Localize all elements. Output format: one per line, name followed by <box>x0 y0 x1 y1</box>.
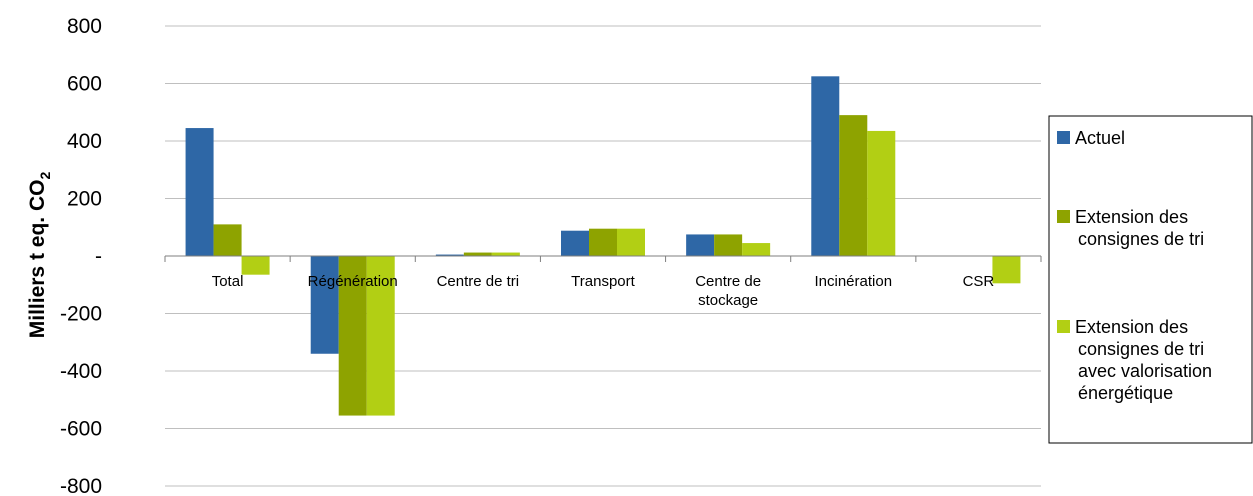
bar-3-4 <box>617 228 645 256</box>
x-tick-label: CSR <box>963 273 995 290</box>
bar-2-6 <box>839 115 868 256</box>
x-tick-label: Transport <box>571 273 635 290</box>
y-axis-label-subscript: 2 <box>37 172 53 180</box>
bar-3-3 <box>491 252 520 256</box>
legend-label-line: consignes de tri <box>1078 339 1204 359</box>
y-tick-label: -600 <box>60 418 102 441</box>
legend-swatch <box>1057 320 1070 333</box>
legend-label-line: avec valorisation <box>1078 361 1212 381</box>
x-tick-label: Incinération <box>815 273 893 290</box>
bar-2-2 <box>338 256 367 416</box>
x-tick-label-line: Incinération <box>815 273 893 290</box>
x-tick-label: Centre de stockage <box>695 273 761 309</box>
bar-1-4 <box>561 230 589 256</box>
legend-label: Extension des consignes de tri avec valori… <box>1075 317 1212 403</box>
bar-1-6 <box>811 76 840 256</box>
y-tick-labels: 800 600 400 200 - -200 -400 -600 -800 <box>60 15 102 496</box>
bar-2-1 <box>213 224 242 256</box>
legend-label-line: consignes de tri <box>1078 229 1204 249</box>
bars <box>185 76 1021 416</box>
y-axis-label-text: Milliers t eq. CO <box>26 180 49 339</box>
legend-swatch <box>1057 210 1070 223</box>
y-tick-label: -400 <box>60 360 102 383</box>
x-tick-labels: Total Régénération Centre de tri Transport C… <box>212 273 995 309</box>
legend-label: Extension des consignes de tri <box>1075 207 1204 249</box>
bar-1-1 <box>185 128 214 256</box>
bar-1-2 <box>310 256 339 354</box>
y-tick-label: 200 <box>67 188 102 211</box>
x-tick-label-line: stockage <box>698 292 758 309</box>
bar-3-6 <box>867 130 896 256</box>
legend-label-line: énergétique <box>1078 383 1173 403</box>
legend-label-line: Actuel <box>1075 128 1125 148</box>
legend-swatch <box>1057 131 1070 144</box>
y-tick-label: - <box>95 245 102 268</box>
x-tick-label-line: Régénération <box>308 273 398 290</box>
legend-box <box>1048 115 1253 444</box>
y-tick-label: -200 <box>60 303 102 326</box>
bar-2-4 <box>589 228 617 256</box>
x-tick-label-line: Total <box>212 273 244 290</box>
legend-label-line: Extension des <box>1075 207 1188 227</box>
bar-3-2 <box>366 256 395 416</box>
x-tick-label-line: CSR <box>963 273 995 290</box>
legend-label-line: Extension des <box>1075 317 1188 337</box>
x-tick-label-line: Transport <box>571 273 635 290</box>
x-tick-label-line: Centre de <box>695 273 761 290</box>
y-axis-label: Milliers t eq. CO2 <box>26 172 53 339</box>
bar-2-5 <box>714 234 743 256</box>
x-tick-label: Total <box>212 273 244 290</box>
axes <box>164 255 1042 262</box>
bar-1-5 <box>686 234 715 256</box>
y-tick-label: 400 <box>67 130 102 153</box>
y-tick-label: -800 <box>60 475 102 496</box>
bar-3-7 <box>992 256 1021 284</box>
y-tick-label: 800 <box>67 15 102 38</box>
bar-2-3 <box>463 252 492 256</box>
bar-3-5 <box>742 243 771 256</box>
y-tick-label: 600 <box>67 73 102 96</box>
bar-3-1 <box>241 256 270 275</box>
x-tick-label: Régénération <box>308 273 398 290</box>
x-tick-label: Centre de tri <box>437 273 520 290</box>
x-tick-label-line: Centre de tri <box>437 273 520 290</box>
legend-label: Actuel <box>1075 128 1125 148</box>
bar-1-3 <box>435 254 464 256</box>
